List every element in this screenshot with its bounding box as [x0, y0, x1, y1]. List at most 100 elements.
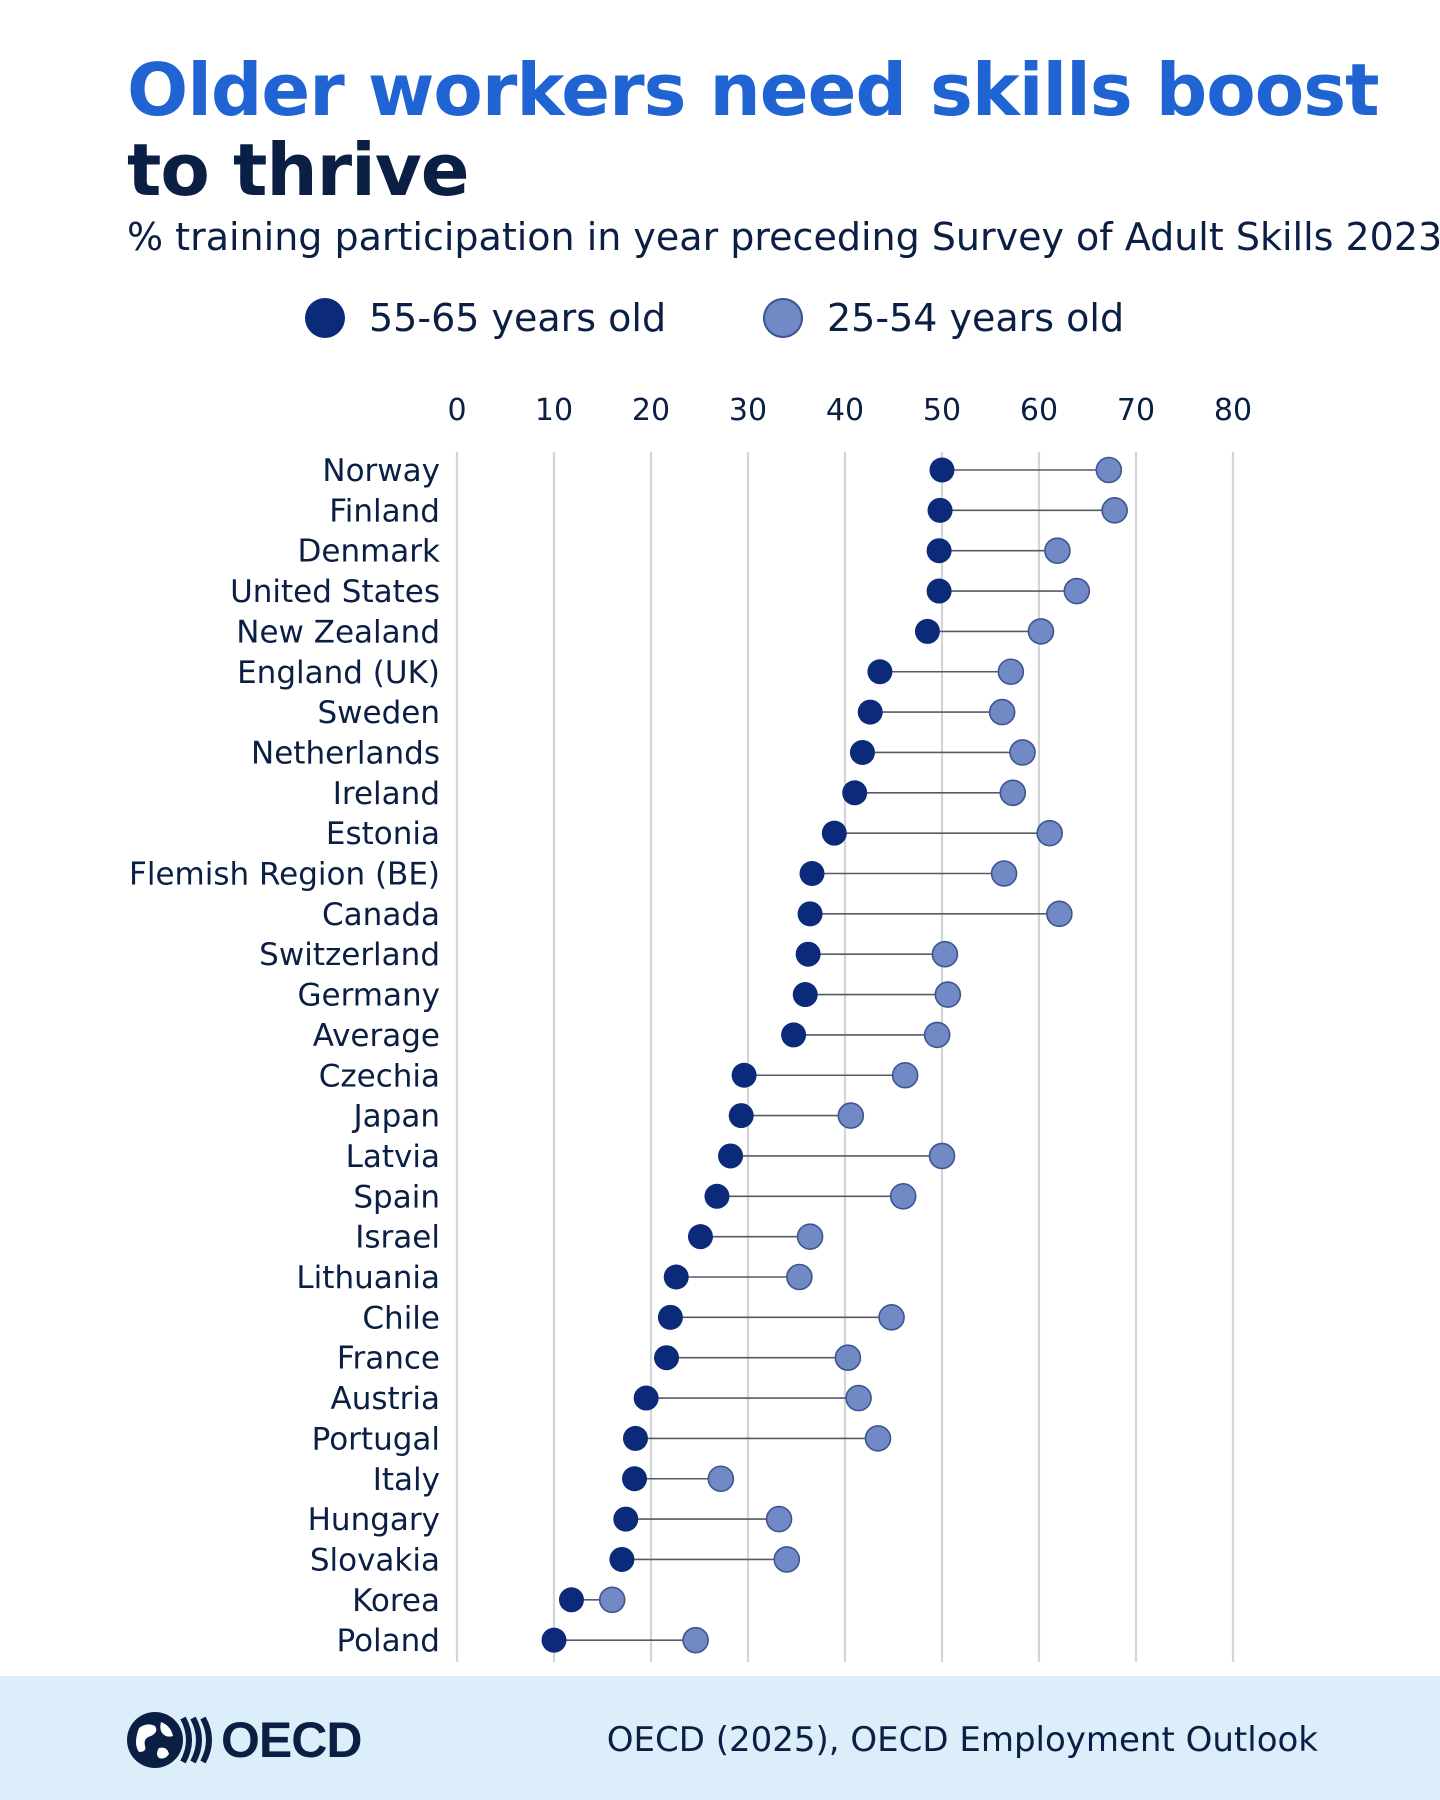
- point-55-65-estonia: [821, 820, 847, 846]
- legend-item-older: 55-65 years old: [305, 296, 666, 340]
- point-55-65-germany: [792, 982, 818, 1008]
- point-55-65-finland: [927, 497, 953, 523]
- point-55-65-korea: [558, 1587, 584, 1613]
- point-25-54-korea: [598, 1586, 626, 1614]
- category-label-lithuania: Lithuania: [296, 1260, 440, 1296]
- point-55-65-israel: [687, 1224, 713, 1250]
- point-55-65-norway: [929, 457, 955, 483]
- x-tick-label-30: 30: [729, 393, 767, 428]
- category-label-new-zealand: New Zealand: [236, 614, 440, 650]
- legend: 55-65 years old 25-54 years old: [0, 296, 1440, 346]
- x-tick-label-50: 50: [923, 393, 961, 428]
- point-55-65-new-zealand: [914, 618, 940, 644]
- category-label-canada: Canada: [322, 897, 440, 933]
- category-label-poland: Poland: [337, 1623, 441, 1659]
- category-label-finland: Finland: [329, 493, 440, 529]
- x-tick-label-20: 20: [632, 393, 670, 428]
- point-55-65-united-states: [926, 578, 952, 604]
- chart-subtitle: % training participation in year precedi…: [127, 215, 1440, 259]
- point-25-54-poland: [682, 1626, 709, 1654]
- point-25-54-denmark: [1044, 537, 1071, 564]
- point-55-65-denmark: [926, 538, 952, 564]
- category-label-austria: Austria: [330, 1381, 440, 1417]
- legend-label-prime-age: 25-54 years old: [827, 296, 1125, 340]
- point-55-65-portugal: [622, 1425, 648, 1451]
- point-25-54-israel: [796, 1223, 824, 1250]
- point-55-65-average: [781, 1022, 807, 1048]
- point-55-65-chile: [657, 1304, 683, 1330]
- point-55-65-hungary: [613, 1506, 639, 1532]
- point-25-54-hungary: [765, 1505, 793, 1533]
- x-tick-label-0: 0: [447, 393, 466, 428]
- point-55-65-latvia: [718, 1143, 744, 1169]
- point-55-65-england-uk: [867, 659, 893, 685]
- point-55-65-lithuania: [663, 1264, 689, 1290]
- point-55-65-switzerland: [795, 941, 821, 967]
- x-tick-label-40: 40: [826, 393, 864, 428]
- point-25-54-japan: [837, 1102, 865, 1129]
- point-55-65-sweden: [857, 699, 883, 725]
- point-55-65-flemish-region-be: [799, 861, 825, 886]
- point-25-54-ireland: [999, 779, 1027, 807]
- legend-item-prime-age: 25-54 years old: [763, 296, 1124, 340]
- category-label-netherlands: Netherlands: [251, 735, 440, 771]
- point-25-54-new-zealand: [1027, 618, 1055, 645]
- point-25-54-flemish-region-be: [990, 860, 1018, 887]
- point-55-65-italy: [622, 1466, 648, 1492]
- legend-label-older: 55-65 years old: [369, 296, 667, 340]
- point-55-65-spain: [704, 1183, 730, 1209]
- category-label-norway: Norway: [322, 453, 440, 489]
- point-25-54-sweden: [988, 698, 1016, 726]
- point-25-54-lithuania: [786, 1263, 813, 1291]
- x-tick-label-80: 80: [1214, 393, 1252, 428]
- x-tick-label-10: 10: [535, 393, 573, 428]
- source-note: OECD (2025), OECD Employment Outlook: [606, 1720, 1318, 1760]
- category-label-spain: Spain: [353, 1179, 440, 1215]
- point-25-54-czechia: [891, 1061, 919, 1089]
- category-label-united-states: United States: [230, 574, 440, 610]
- category-label-england-uk: England (UK): [237, 655, 440, 691]
- point-55-65-france: [654, 1345, 680, 1371]
- point-25-54-latvia: [928, 1142, 956, 1170]
- point-25-54-average: [923, 1021, 951, 1049]
- category-label-portugal: Portugal: [312, 1421, 440, 1457]
- chart-title-line2: to thrive: [127, 128, 470, 212]
- point-25-54-chile: [878, 1304, 905, 1331]
- category-label-germany: Germany: [298, 978, 440, 1014]
- point-25-54-netherlands: [1009, 739, 1036, 766]
- category-label-sweden: Sweden: [317, 695, 440, 731]
- x-tick-label-70: 70: [1117, 393, 1155, 428]
- point-25-54-germany: [934, 981, 962, 1008]
- point-25-54-italy: [707, 1465, 735, 1493]
- point-55-65-austria: [633, 1385, 659, 1411]
- category-label-slovakia: Slovakia: [310, 1542, 440, 1578]
- point-25-54-slovakia: [773, 1546, 801, 1573]
- point-55-65-ireland: [842, 780, 868, 806]
- category-label-france: France: [337, 1341, 440, 1377]
- category-label-japan: Japan: [352, 1099, 440, 1135]
- oecd-globe-icon: [127, 1712, 212, 1768]
- category-label-italy: Italy: [373, 1462, 440, 1498]
- point-25-54-norway: [1095, 456, 1123, 484]
- oecd-logo: OECD: [125, 1710, 362, 1770]
- category-label-switzerland: Switzerland: [259, 937, 440, 973]
- point-25-54-finland: [1101, 497, 1128, 524]
- point-25-54-france: [834, 1344, 862, 1372]
- category-label-average: Average: [313, 1018, 440, 1054]
- point-25-54-switzerland: [931, 940, 959, 968]
- point-25-54-spain: [889, 1182, 917, 1210]
- dumbbell-chart: 0 10 20 30 40 50 60 70 80 Norway Finland Denmark Uni…: [129, 393, 1252, 1662]
- point-25-54-united-states: [1063, 577, 1091, 605]
- category-label-latvia: Latvia: [346, 1139, 440, 1175]
- point-55-65-czechia: [731, 1062, 757, 1088]
- point-25-54-estonia: [1036, 819, 1063, 847]
- footer: OECD OECD (2025), OECD Employment Outloo…: [0, 1676, 1440, 1800]
- category-label-chile: Chile: [362, 1300, 440, 1336]
- point-25-54-austria: [845, 1384, 872, 1412]
- point-55-65-poland: [541, 1627, 567, 1653]
- category-label-israel: Israel: [355, 1220, 440, 1256]
- point-55-65-slovakia: [609, 1546, 635, 1572]
- category-label-korea: Korea: [352, 1583, 440, 1619]
- category-label-czechia: Czechia: [319, 1058, 440, 1094]
- x-tick-label-60: 60: [1020, 393, 1058, 428]
